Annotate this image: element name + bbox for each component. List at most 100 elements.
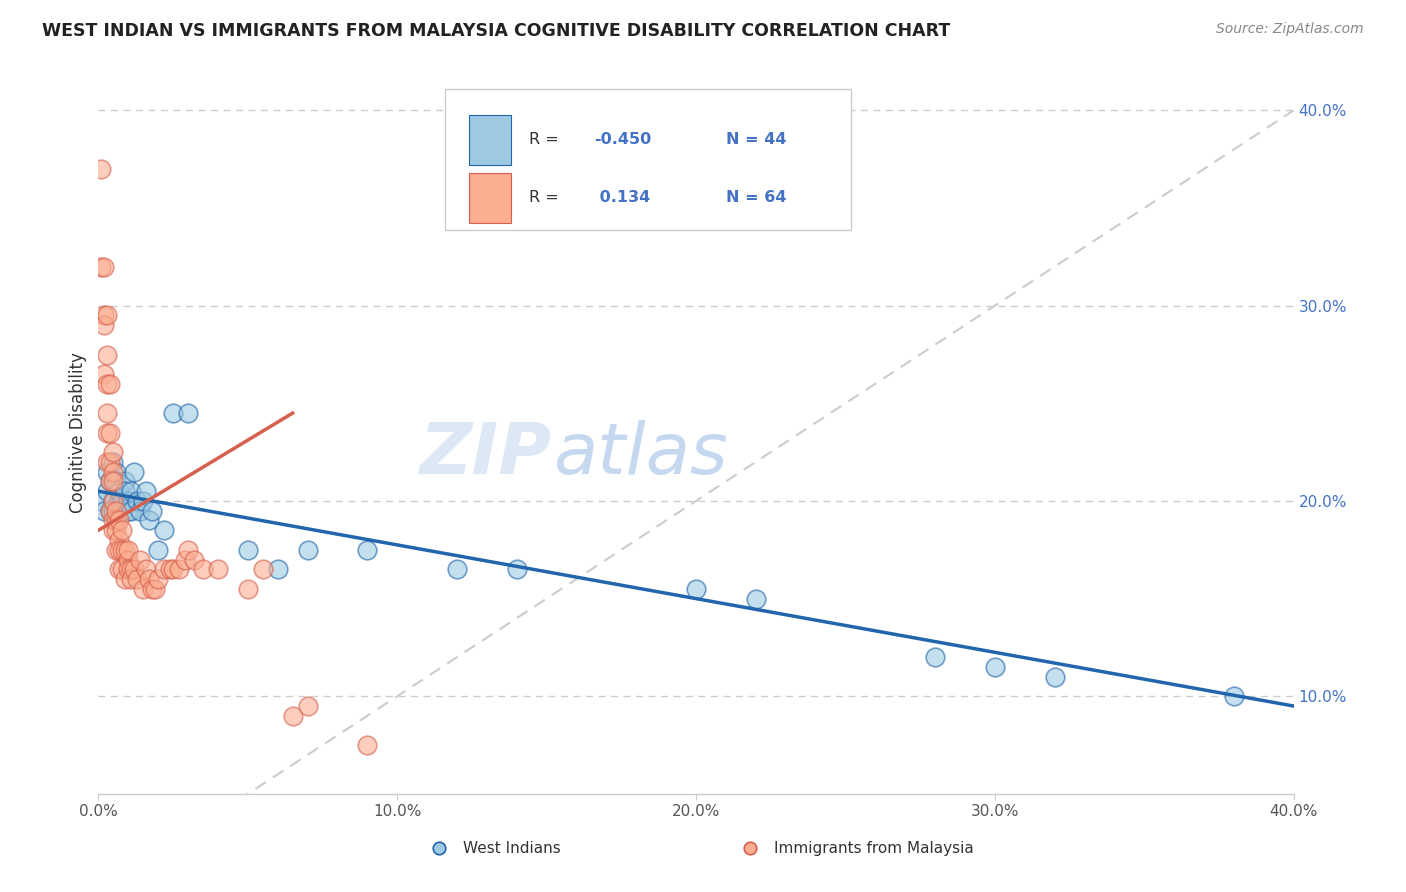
Point [103,465,125,479]
Point [183,552,205,566]
Point [1043,670,1066,684]
Point [105,523,128,537]
Point [96,465,118,479]
Point [117,562,139,576]
Point [103,504,125,518]
Point [114,572,136,586]
Point [745,591,768,606]
Point [108,533,131,547]
Text: WEST INDIAN VS IMMIGRANTS FROM MALAYSIA COGNITIVE DISABILITY CORRELATION CHART: WEST INDIAN VS IMMIGRANTS FROM MALAYSIA … [42,22,950,40]
Point [108,484,131,499]
Point [127,494,149,508]
Point [108,562,131,576]
Point [93,367,115,381]
Point [124,562,146,576]
Point [108,514,131,528]
Point [111,494,134,508]
Point [236,582,259,596]
Point [98,425,122,440]
Text: atlas: atlas [553,420,727,489]
Point [177,406,200,420]
Point [98,376,122,391]
Point [207,562,229,576]
Point [446,562,468,576]
Point [98,475,122,489]
Point [108,542,131,557]
Point [120,504,142,518]
Point [177,542,200,557]
Point [135,562,157,576]
Point [117,552,139,566]
Text: N = 44: N = 44 [725,133,786,147]
Point [297,698,319,713]
Point [153,562,176,576]
Point [93,260,115,274]
FancyBboxPatch shape [470,115,510,165]
Point [174,552,197,566]
Point [103,523,125,537]
Point [120,562,142,576]
Point [297,542,319,557]
Point [141,504,163,518]
Text: R =: R = [529,190,564,205]
Point [685,582,707,596]
Point [105,514,128,528]
FancyBboxPatch shape [446,89,852,230]
Point [356,738,378,752]
Point [143,582,166,596]
Point [105,465,128,479]
Point [120,484,142,499]
Point [356,542,378,557]
Point [191,562,214,576]
Point [96,309,118,323]
Point [90,161,112,176]
Point [103,494,125,508]
Text: -0.450: -0.450 [595,133,651,147]
Point [108,494,131,508]
Point [103,455,125,469]
Point [103,514,125,528]
Text: R =: R = [529,133,564,147]
Point [127,572,149,586]
Text: Source: ZipAtlas.com: Source: ZipAtlas.com [1216,22,1364,37]
Point [252,562,274,576]
Point [1223,690,1246,704]
Point [105,542,128,557]
Point [506,562,529,576]
Point [167,562,190,576]
Text: West Indians: West Indians [463,840,561,855]
Point [114,484,136,499]
Point [120,572,142,586]
FancyBboxPatch shape [470,172,510,223]
Point [93,318,115,333]
Point [114,475,136,489]
Text: N = 64: N = 64 [725,190,786,205]
Point [117,494,139,508]
Point [132,582,155,596]
Point [141,582,163,596]
Point [124,465,146,479]
Point [138,572,160,586]
Point [103,445,125,459]
Point [153,523,176,537]
Point [111,542,134,557]
Point [111,562,134,576]
Point [159,562,181,576]
Point [132,494,155,508]
Point [138,514,160,528]
Point [93,504,115,518]
Point [117,542,139,557]
Point [103,494,125,508]
Text: 0.134: 0.134 [595,190,651,205]
Point [103,475,125,489]
Point [135,484,157,499]
Point [96,406,118,420]
Point [117,504,139,518]
Point [148,542,170,557]
Point [96,455,118,469]
Point [96,484,118,499]
Point [129,552,152,566]
Point [924,650,946,665]
Point [98,475,122,489]
Point [96,347,118,361]
